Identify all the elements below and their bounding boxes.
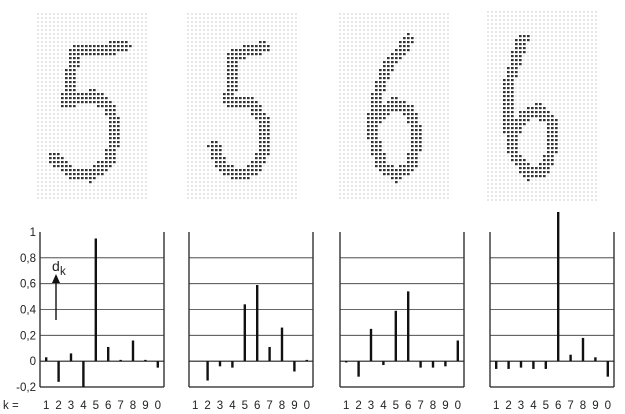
y-tick-label: 0,6 xyxy=(20,279,36,291)
x-tick-label: 4 xyxy=(229,400,236,412)
digit-image-5 xyxy=(187,13,297,199)
x-tick-label: 8 xyxy=(279,400,285,412)
x-tick-label: 8 xyxy=(580,400,586,412)
x-tick-label: 8 xyxy=(130,400,136,412)
y-axis-arrowhead xyxy=(52,274,60,283)
y-tick-label: 0 xyxy=(30,356,36,368)
x-tick-label: 1 xyxy=(343,400,349,412)
charts: 1 2 3 4 5 6 7 8 9 010,80,60,40,20-0,2k =d k1 2 3 4 5 6 7… xyxy=(3,212,615,412)
y-axis-label: d xyxy=(52,258,60,274)
x-tick-label: 6 xyxy=(105,400,111,412)
x-tick-label: 5 xyxy=(393,400,399,412)
digit-image-6 xyxy=(487,11,597,201)
chart-1: 1 2 3 4 5 6 7 8 9 010,80,60,40,20-0,2k =d k xyxy=(3,227,165,412)
x-tick-label: 5 xyxy=(543,400,549,412)
x-tick-label: 3 xyxy=(68,400,74,412)
x-tick-label: 3 xyxy=(217,400,223,412)
x-tick-label: 7 xyxy=(567,400,573,412)
x-tick-label: 5 xyxy=(242,400,248,412)
x-tick-label: 4 xyxy=(530,400,537,412)
x-tick-label: 7 xyxy=(417,400,423,412)
x-tick-label: 8 xyxy=(430,400,436,412)
x-tick-label: 1 xyxy=(493,400,499,412)
y-tick-label: 0,2 xyxy=(20,330,36,342)
digit-image-6 xyxy=(339,13,449,199)
x-tick-label: 2 xyxy=(505,400,511,412)
x-tick-label: 0 xyxy=(455,400,461,412)
x-tick-label: 4 xyxy=(380,400,387,412)
x-axis-prefix: k = xyxy=(3,400,19,412)
y-tick-label: 0,8 xyxy=(20,253,36,265)
x-tick-label: 5 xyxy=(93,400,99,412)
digit-images xyxy=(37,11,597,201)
x-tick-label: 0 xyxy=(605,400,611,412)
y-tick-label: -0,2 xyxy=(16,382,36,394)
y-axis-label-subscript: k xyxy=(60,266,66,278)
x-tick-label: 7 xyxy=(117,400,123,412)
x-tick-label: 4 xyxy=(80,400,87,412)
x-tick-label: 2 xyxy=(204,400,210,412)
x-tick-label: 0 xyxy=(155,400,161,412)
x-tick-label: 0 xyxy=(304,400,310,412)
x-tick-label: 3 xyxy=(518,400,524,412)
y-tick-label: 0,4 xyxy=(20,305,37,317)
x-tick-label: 7 xyxy=(266,400,272,412)
digit-image-5 xyxy=(37,13,147,199)
x-tick-label: 6 xyxy=(254,400,260,412)
x-tick-label: 9 xyxy=(442,400,448,412)
x-tick-label: 9 xyxy=(291,400,297,412)
x-tick-label: 9 xyxy=(142,400,148,412)
x-tick-label: 1 xyxy=(43,400,49,412)
x-tick-label: 1 xyxy=(192,400,198,412)
y-tick-label: 1 xyxy=(30,227,36,239)
x-tick-label: 9 xyxy=(592,400,598,412)
x-tick-label: 6 xyxy=(405,400,411,412)
x-tick-label: 2 xyxy=(55,400,61,412)
x-tick-label: 2 xyxy=(355,400,361,412)
x-tick-label: 3 xyxy=(368,400,374,412)
x-tick-label: 6 xyxy=(555,400,561,412)
